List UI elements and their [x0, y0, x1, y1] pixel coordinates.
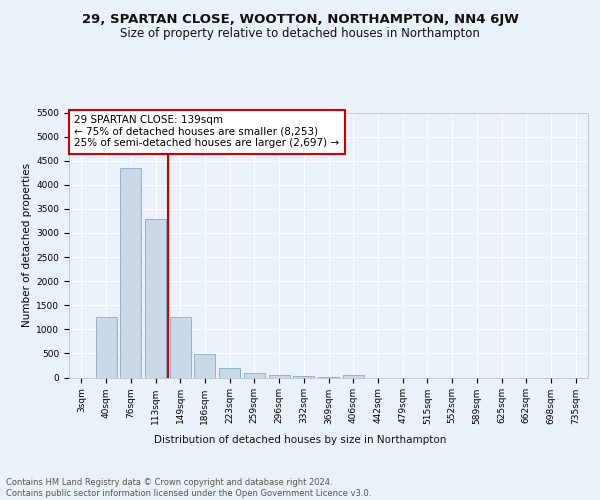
Text: 29 SPARTAN CLOSE: 139sqm
← 75% of detached houses are smaller (8,253)
25% of sem: 29 SPARTAN CLOSE: 139sqm ← 75% of detach…: [74, 115, 340, 148]
Bar: [219, 368, 240, 378]
Bar: [170, 318, 191, 378]
Text: Size of property relative to detached houses in Northampton: Size of property relative to detached ho…: [120, 28, 480, 40]
Bar: [269, 374, 290, 378]
Y-axis label: Number of detached properties: Number of detached properties: [22, 163, 32, 327]
Bar: [343, 375, 364, 378]
Text: Contains HM Land Registry data © Crown copyright and database right 2024.
Contai: Contains HM Land Registry data © Crown c…: [6, 478, 371, 498]
Text: Distribution of detached houses by size in Northampton: Distribution of detached houses by size …: [154, 435, 446, 445]
Bar: [244, 373, 265, 378]
Bar: [145, 218, 166, 378]
Text: 29, SPARTAN CLOSE, WOOTTON, NORTHAMPTON, NN4 6JW: 29, SPARTAN CLOSE, WOOTTON, NORTHAMPTON,…: [82, 12, 518, 26]
Bar: [318, 376, 339, 378]
Bar: [194, 354, 215, 378]
Bar: [95, 318, 116, 378]
Bar: [293, 376, 314, 378]
Bar: [120, 168, 141, 378]
